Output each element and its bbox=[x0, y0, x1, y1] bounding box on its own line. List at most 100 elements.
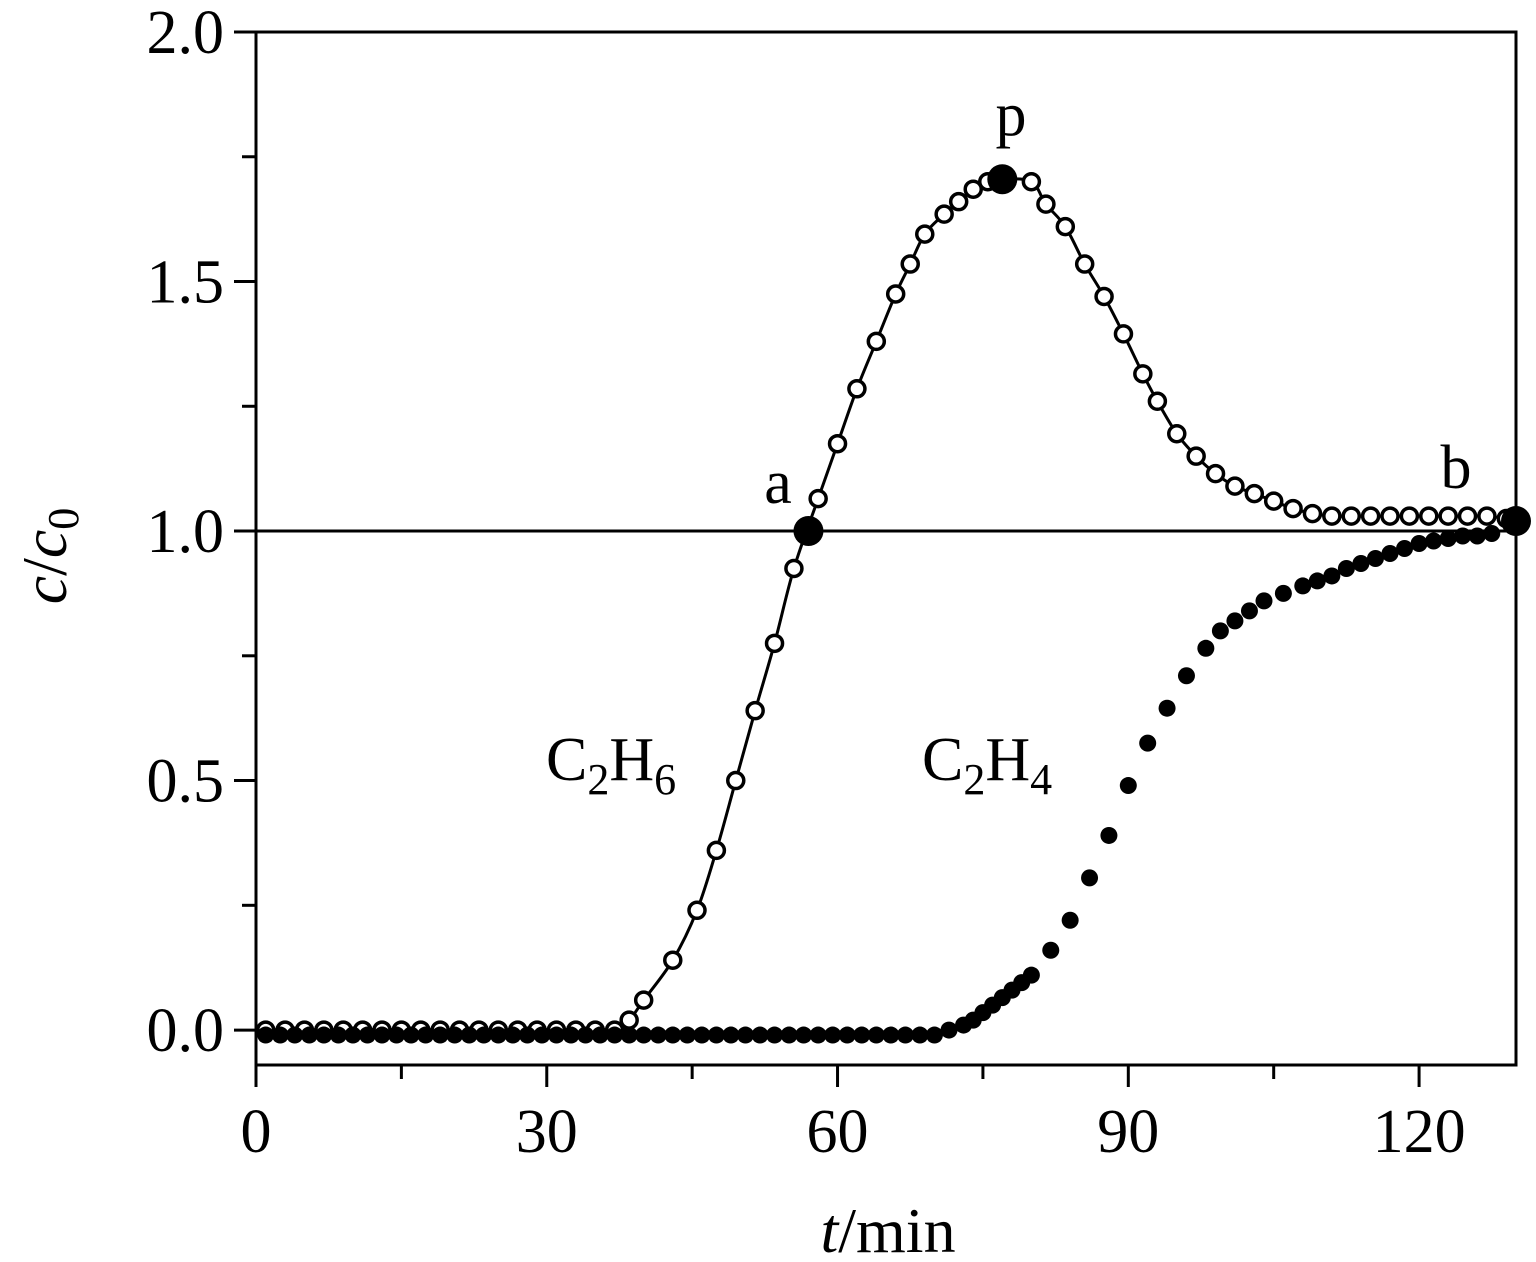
x-axis-title-unit: /min bbox=[838, 1195, 955, 1262]
point-c2h6 bbox=[808, 488, 828, 509]
point-c2h6 bbox=[1341, 506, 1361, 526]
y-axis-title-c: c bbox=[9, 576, 80, 604]
point-c2h4 bbox=[1352, 554, 1370, 572]
axis-ticks bbox=[234, 30, 1421, 1087]
point-c2h4 bbox=[1042, 941, 1060, 959]
point-c2h4 bbox=[300, 1026, 318, 1044]
point-c2h4 bbox=[329, 1026, 347, 1044]
point-c2h6 bbox=[1477, 506, 1497, 526]
point-c2h6 bbox=[1074, 254, 1095, 274]
point-c2h4 bbox=[1381, 544, 1399, 562]
point-c2h6 bbox=[885, 284, 906, 304]
point-c2h4 bbox=[1425, 532, 1443, 550]
point-c2h4 bbox=[562, 1026, 580, 1044]
point-c2h4 bbox=[547, 1026, 565, 1044]
point-c2h6 bbox=[784, 558, 804, 579]
point-c2h4 bbox=[809, 1026, 827, 1044]
point-c2h4 bbox=[1323, 567, 1341, 585]
point-c2h4 bbox=[591, 1026, 609, 1044]
point-c2h4 bbox=[257, 1026, 275, 1044]
point-c2h6 bbox=[706, 840, 727, 861]
point-c2h6 bbox=[1360, 506, 1381, 526]
point-c2h6 bbox=[1036, 194, 1056, 214]
point-c2h4 bbox=[1226, 612, 1244, 630]
point-c2h4 bbox=[722, 1026, 740, 1044]
point-c2h4 bbox=[925, 1026, 943, 1044]
point-c2h4 bbox=[635, 1026, 653, 1044]
point-c2h4 bbox=[286, 1026, 304, 1044]
point-c2h6 bbox=[1205, 463, 1226, 484]
point-c2h6 bbox=[1380, 506, 1400, 526]
point-c2h4 bbox=[504, 1026, 522, 1044]
point-c2h4 bbox=[940, 1021, 958, 1039]
x-axis-title: t/min bbox=[820, 1195, 955, 1262]
point-c2h4 bbox=[1100, 826, 1118, 844]
point-c2h6 bbox=[963, 179, 983, 199]
c2h6-h: H bbox=[609, 726, 654, 794]
plot-border bbox=[254, 30, 1518, 1067]
point-c2h6 bbox=[1399, 506, 1420, 526]
y-tick-label: 0.0 bbox=[147, 997, 225, 1065]
point-c2h4 bbox=[882, 1026, 900, 1044]
point-c2h6 bbox=[827, 433, 848, 454]
series-line-c2h6 bbox=[265, 177, 1507, 1033]
point-c2h4 bbox=[475, 1026, 493, 1044]
y-tick-label: 2.0 bbox=[147, 0, 225, 67]
point-c2h6 bbox=[1055, 216, 1076, 237]
point-c2h4 bbox=[1439, 530, 1457, 548]
point-c2h4 bbox=[606, 1026, 624, 1044]
c2h6-sub1: 2 bbox=[587, 755, 609, 804]
y-axis-title-subscript: 0 bbox=[39, 508, 88, 530]
point-c2h6 bbox=[1021, 171, 1042, 192]
highlight-point-b bbox=[1501, 506, 1531, 537]
series-label-c2h6: C2H6 bbox=[546, 726, 676, 804]
highlight-point-a bbox=[793, 516, 824, 547]
point-c2h6 bbox=[1263, 491, 1284, 511]
point-c2h4 bbox=[1366, 549, 1384, 567]
point-c2h4 bbox=[838, 1026, 856, 1044]
c2h4-c: C bbox=[922, 726, 963, 794]
series-layer bbox=[255, 169, 1517, 1044]
point-c2h4 bbox=[766, 1026, 784, 1044]
point-c2h6 bbox=[687, 900, 707, 921]
plot-frame bbox=[254, 30, 1518, 1067]
point-c2h4 bbox=[1308, 572, 1326, 590]
point-c2h4 bbox=[736, 1026, 754, 1044]
point-c2h4 bbox=[271, 1026, 289, 1044]
point-c2h4 bbox=[664, 1026, 682, 1044]
tick-labels: 0 30 60 90 120 0.0 0.5 1.0 1.5 2.0 bbox=[147, 0, 1466, 1166]
c2h4-sub2: 4 bbox=[1030, 755, 1052, 804]
point-c2h4 bbox=[1158, 699, 1176, 717]
point-c2h6 bbox=[745, 700, 765, 721]
point-c2h4 bbox=[1468, 527, 1486, 545]
point-c2h4 bbox=[431, 1026, 449, 1044]
point-c2h6 bbox=[948, 191, 969, 212]
point-c2h6 bbox=[1457, 506, 1478, 526]
point-c2h4 bbox=[867, 1026, 885, 1044]
point-c2h4 bbox=[1255, 592, 1273, 610]
point-c2h4 bbox=[1294, 577, 1312, 595]
point-c2h4 bbox=[373, 1026, 391, 1044]
point-label-a: a bbox=[764, 449, 792, 517]
point-c2h4 bbox=[1061, 911, 1079, 929]
point-c2h6 bbox=[1186, 446, 1206, 466]
point-c2h4 bbox=[1022, 966, 1040, 984]
point-c2h6 bbox=[1244, 483, 1265, 504]
point-c2h6 bbox=[1302, 503, 1323, 524]
c2h6-c: C bbox=[546, 726, 587, 794]
point-c2h6 bbox=[663, 950, 683, 970]
point-c2h6 bbox=[1167, 423, 1187, 444]
x-tick-label: 0 bbox=[241, 1098, 272, 1166]
point-c2h4 bbox=[577, 1026, 595, 1044]
y-tick-label: 1.0 bbox=[147, 498, 225, 566]
highlight-point-p bbox=[987, 164, 1018, 195]
x-axis-title-var: t bbox=[820, 1195, 840, 1262]
c2h4-sub1: 2 bbox=[963, 755, 985, 804]
point-c2h6 bbox=[1113, 324, 1134, 344]
point-c2h6 bbox=[1094, 286, 1114, 307]
point-c2h4 bbox=[1139, 734, 1157, 752]
point-c2h4 bbox=[1177, 667, 1195, 685]
point-c2h6 bbox=[1225, 476, 1245, 496]
